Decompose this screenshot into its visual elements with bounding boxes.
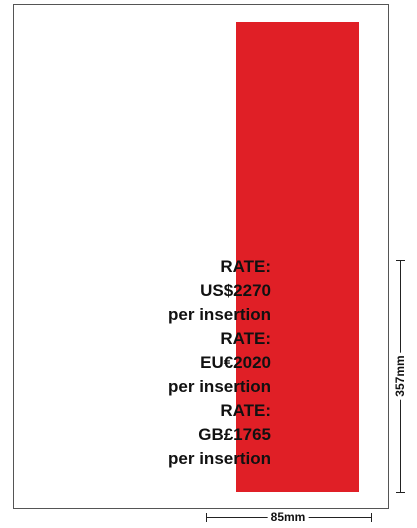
height-dimension-tick-top [396,260,405,261]
rate-price-usd: US$2270 [200,281,271,300]
rate-list: RATE: US$2270 per insertion RATE: EU€202… [61,255,271,471]
ad-space-block [236,22,359,492]
rate-unit: per insertion [168,305,271,324]
width-dimension-tick-left [206,513,207,522]
rate-label: RATE: [220,329,271,348]
height-dimension-label: 357mm [393,352,407,400]
height-dimension-tick-bottom [396,492,405,493]
rate-label: RATE: [220,401,271,420]
rate-unit: per insertion [168,377,271,396]
rate-price-gbp: GB£1765 [198,425,271,444]
rate-price-eur: EU€2020 [200,353,271,372]
width-dimension-tick-right [371,513,372,522]
rate-label: RATE: [220,257,271,276]
rate-unit: per insertion [168,449,271,468]
width-dimension-label: 85mm [267,510,309,524]
